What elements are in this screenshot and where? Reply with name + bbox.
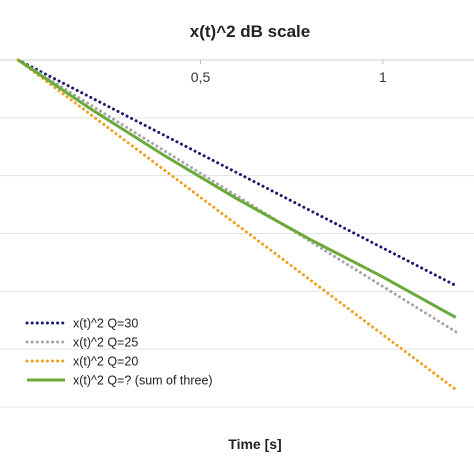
series-line [17, 58, 457, 319]
grid-lines [0, 59, 474, 408]
legend-label: x(t)^2 Q=30 [73, 317, 138, 331]
legend-label: x(t)^2 Q=25 [73, 336, 138, 350]
chart-title: x(t)^2 dB scale [190, 22, 310, 41]
legend-label: x(t)^2 Q=20 [73, 355, 138, 369]
legend: x(t)^2 Q=30 x(t)^2 Q=25 x(t)^2 Q=20 x(t)^2 … [25, 317, 213, 388]
x-tick-labels: 0,5 1 [191, 60, 387, 85]
series-line [16, 58, 458, 392]
series-line [16, 58, 458, 334]
legend-label: x(t)^2 Q=? (sum of three) [73, 374, 213, 388]
x-axis-label: Time [s] [228, 436, 281, 452]
x-tick-label: 0,5 [191, 69, 211, 85]
series-lines [16, 58, 458, 392]
x-tick-label: 1 [379, 69, 387, 85]
series-line [16, 58, 458, 288]
